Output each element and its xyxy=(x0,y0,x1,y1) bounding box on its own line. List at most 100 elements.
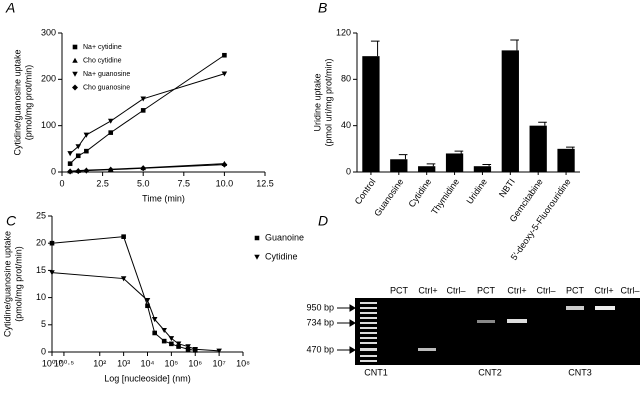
gel-image xyxy=(355,298,640,365)
y-tick-label: 0 xyxy=(346,166,351,176)
marker xyxy=(121,234,126,239)
legend-label: Guanoine xyxy=(265,232,304,242)
lane-label: PCT xyxy=(566,285,585,295)
x-axis-label: Time (min) xyxy=(142,193,185,203)
lane-label: Ctrl+ xyxy=(418,285,437,295)
marker-arrows xyxy=(337,304,356,354)
marker xyxy=(49,270,55,276)
fit-line xyxy=(51,272,220,352)
lane-label: Ctrl– xyxy=(446,285,465,295)
x-tick-label: 10⁴ xyxy=(141,358,155,368)
marker xyxy=(107,118,114,124)
error-bar xyxy=(482,163,492,167)
x-tick-label: 10⁰·⁵ xyxy=(54,358,75,368)
y-tick-label: 10 xyxy=(36,292,46,302)
lane-label: PCT xyxy=(477,285,496,295)
y-tick-label: 100 xyxy=(41,120,56,130)
legend-marker xyxy=(72,44,78,50)
y-tick-label: 0 xyxy=(41,346,46,356)
y-tick-label: 5 xyxy=(41,319,46,329)
legend-marker xyxy=(72,84,78,91)
lane-label: Ctrl– xyxy=(620,285,639,295)
y-axis-label: Uridine uptake xyxy=(312,73,322,131)
x-axis-label: Log [nucleoside] (nm) xyxy=(104,373,191,383)
marker xyxy=(161,338,167,344)
lane-label: Ctrl+ xyxy=(594,285,613,295)
bar xyxy=(445,153,464,172)
size-marker-label: 470 bp xyxy=(306,344,334,354)
bar xyxy=(390,159,408,172)
y-tick-label: 25 xyxy=(36,210,46,220)
group-label: CNT1 xyxy=(364,367,388,377)
x-tick-label: 10⁸ xyxy=(236,358,250,368)
error-bar xyxy=(398,154,408,160)
marker xyxy=(221,71,228,77)
bar xyxy=(473,166,492,172)
marker xyxy=(84,148,89,154)
x-tick-label: NBTI xyxy=(497,177,517,200)
fit-line xyxy=(51,236,196,351)
marker xyxy=(75,153,81,159)
marker xyxy=(75,168,82,175)
marker xyxy=(75,144,81,150)
y-axis-label: (pmol/mg prot/min) xyxy=(23,65,33,141)
error-bar xyxy=(426,163,436,167)
x-tick-label: 12.5 xyxy=(256,178,274,188)
legend-marker xyxy=(72,71,78,77)
marker xyxy=(108,130,114,135)
x-tick-label: 10³ xyxy=(117,358,130,368)
size-marker-label: 734 bp xyxy=(306,317,334,327)
legend-label: Na+ cytidine xyxy=(83,44,122,51)
x-tick-label: 10⁵ xyxy=(165,358,179,368)
marker xyxy=(140,108,146,113)
lane-label: PCT xyxy=(390,285,409,295)
panel-label: C xyxy=(6,213,17,229)
marker xyxy=(83,167,90,174)
x-tick-label: 10⁷ xyxy=(212,358,225,368)
x-tick-label: 2.5 xyxy=(96,178,109,188)
legend-marker xyxy=(254,254,260,260)
y-tick-label: 20 xyxy=(36,238,46,248)
bar xyxy=(529,125,547,172)
marker xyxy=(151,317,158,323)
group-label: CNT2 xyxy=(478,367,502,377)
marker xyxy=(216,348,222,354)
gel-bands xyxy=(418,306,615,351)
error-bar xyxy=(370,40,380,57)
panel-label: A xyxy=(5,0,15,16)
legend-label: Na+ guanosine xyxy=(83,71,130,78)
y-axis-label: (pmol/mg prot/min) xyxy=(13,246,23,322)
error-bar xyxy=(510,39,519,51)
x-tick-label: Control xyxy=(353,177,378,207)
marker xyxy=(152,330,157,336)
y-tick-label: 40 xyxy=(341,120,351,130)
marker xyxy=(168,336,175,342)
x-tick-label: 5.0 xyxy=(137,178,150,188)
marker xyxy=(140,96,146,102)
x-tick-label: Uridine xyxy=(464,177,489,206)
ladder xyxy=(360,302,377,362)
error-bar xyxy=(454,150,464,154)
marker xyxy=(140,165,147,172)
y-tick-label: 80 xyxy=(341,74,351,84)
y-tick-label: 200 xyxy=(41,74,56,84)
x-tick-label: 7.5 xyxy=(178,178,191,188)
x-tick-label: Thymidine xyxy=(429,177,461,217)
y-axis-label: (pmol uri/mg prot/min) xyxy=(323,58,333,146)
x-tick-label: 10² xyxy=(93,358,106,368)
x-tick-label: Guanosine xyxy=(372,177,405,218)
y-axis-label: Cytidine/guanosine uptake xyxy=(2,231,12,337)
marker xyxy=(67,168,74,175)
fit-line xyxy=(70,164,225,173)
lane-label: Ctrl– xyxy=(536,285,555,295)
legend-label: Cho cytidine xyxy=(83,57,122,64)
group-label: CNT3 xyxy=(568,367,592,377)
x-tick-label: 10⁰·⁰ xyxy=(42,358,63,368)
marker xyxy=(67,151,73,157)
bar xyxy=(362,56,380,172)
bar xyxy=(557,148,575,172)
x-tick-label: 0 xyxy=(59,178,64,188)
panel-label: B xyxy=(318,0,327,16)
panel-label: D xyxy=(318,213,328,229)
size-marker-label: 950 bp xyxy=(306,302,334,312)
